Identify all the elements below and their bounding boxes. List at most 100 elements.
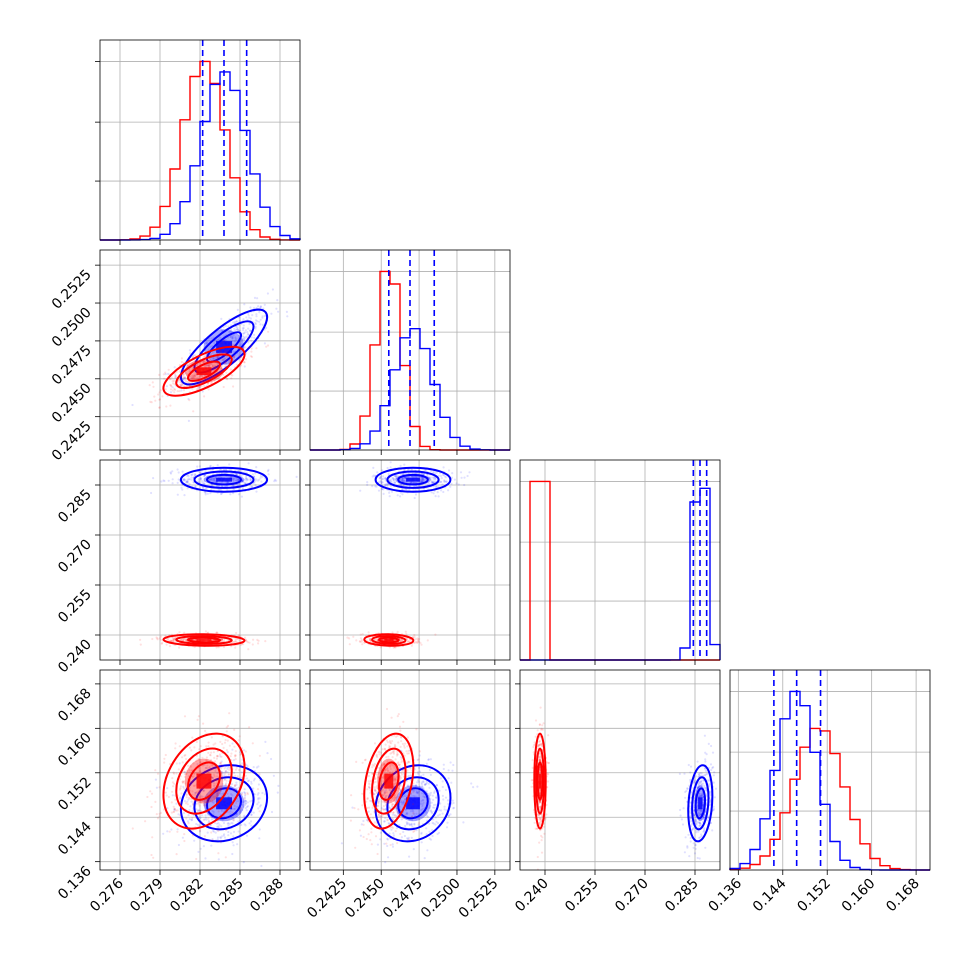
sample-point [255,466,258,469]
sample-point [222,358,225,361]
sample-point [233,329,236,332]
sample-point [383,748,387,751]
sample-point [275,307,278,310]
sample-point [409,481,412,484]
sample-point [217,484,220,487]
sample-point [435,796,438,799]
sample-point [213,784,216,787]
sample-point [218,823,221,826]
sample-point [191,374,194,377]
sample-point [385,791,388,794]
sample-point [443,805,446,808]
sample-point [403,468,406,471]
sample-point [169,388,173,391]
sample-point [176,493,179,496]
sample-point [206,364,210,367]
sample-point [707,742,710,745]
sample-point [692,782,695,785]
sample-point [183,775,186,778]
sample-point [410,822,413,825]
sample-point [187,478,190,481]
y-tick-label: 0.285 [55,487,95,527]
sample-point [172,379,175,382]
sample-point [184,371,187,375]
sample-point [216,836,220,839]
density-peak [384,639,394,641]
sample-point [235,338,238,341]
sample-point [397,784,400,787]
sample-point [239,356,242,359]
sample-point [213,800,217,803]
sample-point [210,484,213,487]
sample-point [216,750,219,753]
sample-point [250,780,253,783]
sample-point [434,478,437,481]
sample-point [703,784,706,787]
x-tick-label: 0.282 [167,876,207,916]
sample-point [203,803,207,807]
sample-point [392,811,395,814]
sample-point [200,814,204,817]
sample-point [227,349,230,353]
sample-point [421,803,424,806]
sample-point [394,779,397,782]
sample-point [248,641,251,644]
sample-point [425,781,428,784]
sample-point [394,807,397,810]
sample-point [379,477,382,480]
contour-level-series-1 [193,776,255,831]
sample-point [221,765,224,768]
sample-point [206,767,209,770]
sample-point [240,771,243,774]
sample-point [204,857,207,860]
sample-point [405,632,408,635]
sample-point [432,798,435,801]
sample-point [212,357,215,360]
sample-point [382,786,385,789]
sample-point [431,480,434,483]
sample-point [389,767,392,771]
sample-point [393,766,396,769]
sample-point [246,805,249,808]
sample-point [372,816,375,819]
sample-point [389,771,392,774]
sample-point [190,478,193,481]
sample-point [185,757,188,761]
sample-point [203,789,206,792]
sample-point [432,481,435,484]
sample-point [407,784,410,787]
sample-point [246,793,249,796]
sample-point [228,766,231,769]
sample-point [232,478,235,481]
sample-point [377,801,380,804]
sample-point [229,755,232,758]
sample-point [357,808,360,811]
contour-level-series-1 [374,466,452,493]
sample-point [377,751,380,754]
sample-point [223,767,226,770]
sample-point [440,480,443,484]
sample-point [233,789,236,792]
sample-point [391,845,395,848]
sample-point [367,780,370,783]
sample-point [400,836,403,839]
sample-point [390,820,393,823]
sample-point [202,380,205,383]
sample-point [391,797,394,800]
sample-point [386,844,389,848]
sample-point [713,771,716,774]
sample-point [236,326,239,329]
sample-point [197,479,200,482]
sample-point [206,793,209,796]
sample-point [210,358,213,361]
sample-point [411,809,414,812]
sample-point [693,852,697,855]
sample-point [375,773,378,776]
sample-point [215,366,218,369]
sample-point [219,761,222,764]
density-peak [216,477,232,482]
sample-point [234,754,237,757]
sample-point [237,478,241,481]
sample-point [166,637,169,640]
sample-point [433,790,436,793]
